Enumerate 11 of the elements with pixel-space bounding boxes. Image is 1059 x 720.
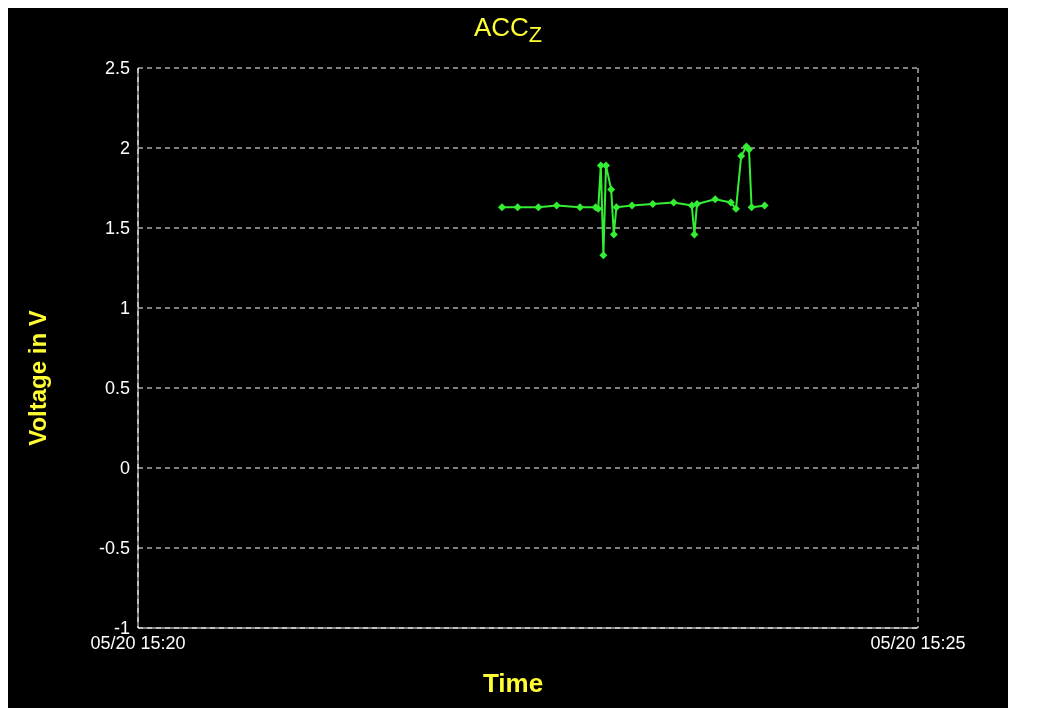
y-tick-label: 0.5: [104, 378, 130, 399]
y-tick-label: 2: [119, 138, 130, 159]
x-tick-label: 05/20 15:25: [870, 632, 966, 653]
y-tick-label: 1.5: [104, 218, 130, 239]
y-tick-label: 1: [119, 298, 130, 319]
y-tick-label: 2.5: [104, 58, 130, 79]
chart-title: ACC$_{Z}$: [472, 12, 544, 49]
y-tick-label: -0.5: [98, 538, 130, 559]
y-axis-title: Voltage in V: [24, 310, 52, 446]
x-axis-title: Time: [481, 668, 545, 699]
y-tick-label: 0: [119, 458, 130, 479]
